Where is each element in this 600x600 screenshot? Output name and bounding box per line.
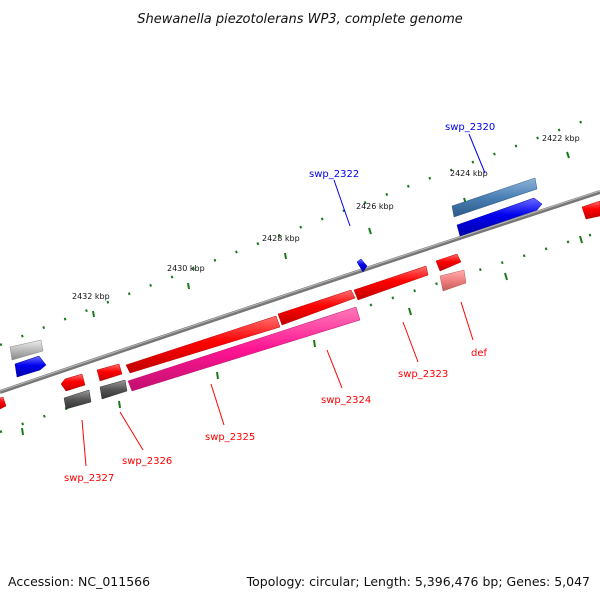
gene-def-forward[interactable]	[435, 253, 462, 272]
gene-right-edge-red[interactable]	[581, 200, 600, 220]
forward-strand-genes	[0, 177, 600, 410]
leader-swp-2322	[333, 179, 351, 227]
gene-swp-2326-gray[interactable]	[99, 379, 128, 400]
leader-def	[460, 301, 474, 341]
genome-backbone	[0, 190, 600, 394]
gene-label-swp-2326[interactable]: swp_2326	[122, 456, 172, 467]
tick-label: 2426 kbp	[356, 202, 394, 211]
gene-labels: swp_2320 swp_2322 def swp_2323 swp_2324 …	[64, 122, 495, 484]
major-tick	[368, 227, 372, 235]
major-tick	[21, 427, 24, 436]
genome-summary-text: Topology: circular; Length: 5,396,476 bp…	[246, 574, 590, 589]
inner-track-genes	[63, 269, 467, 410]
major-tick	[504, 272, 508, 281]
gene-swp-2320-blue[interactable]	[456, 197, 543, 237]
gene-def-salmon[interactable]	[439, 269, 467, 292]
map-title: Shewanella piezotolerans WP3, complete g…	[137, 12, 463, 27]
inner-tick-track	[0, 230, 600, 436]
major-tick	[313, 339, 316, 348]
gene-label-swp-2320[interactable]: swp_2320	[445, 122, 495, 133]
tick-label: 2432 kbp	[72, 292, 110, 301]
leader-swp-2325	[210, 383, 225, 426]
major-tick	[284, 252, 287, 260]
outer-tick-track	[0, 113, 600, 347]
gene-swp-2324-forward[interactable]	[277, 289, 356, 326]
genome-backbone-highlight	[0, 190, 600, 392]
gene-label-swp-2327[interactable]: swp_2327	[64, 473, 114, 484]
gene-left-edge-red[interactable]	[0, 396, 7, 410]
leader-swp-2320	[468, 133, 486, 174]
major-tick	[187, 282, 190, 290]
major-tick	[566, 151, 570, 159]
major-tick	[579, 235, 583, 244]
leader-swp-2327	[81, 419, 87, 467]
gene-left-blue[interactable]	[14, 355, 47, 378]
tick-label: 2422 kbp	[542, 134, 580, 143]
leader-swp-2324	[326, 349, 343, 389]
gene-swp-2322[interactable]	[356, 258, 368, 273]
tick-label: 2424 kbp	[450, 169, 488, 178]
major-tick	[216, 371, 219, 380]
gene-swp-2323[interactable]	[353, 265, 429, 301]
gene-label-swp-2322[interactable]: swp_2322	[309, 169, 359, 180]
tick-label: 2430 kbp	[167, 264, 205, 273]
label-leaders	[81, 133, 486, 467]
gene-label-swp-2324[interactable]: swp_2324	[321, 395, 371, 406]
gene-swp-2326-forward[interactable]	[96, 363, 123, 382]
gene-swp-2327-gray[interactable]	[63, 389, 92, 410]
major-tick	[118, 400, 121, 409]
outer-minor-ticks	[0, 113, 600, 347]
major-tick	[408, 307, 412, 316]
leader-swp-2326	[119, 411, 144, 451]
gene-label-def[interactable]: def	[471, 348, 488, 359]
gene-swp-2324-magenta[interactable]	[127, 306, 361, 392]
gene-label-swp-2325[interactable]: swp_2325	[205, 432, 255, 443]
gene-label-swp-2323[interactable]: swp_2323	[398, 369, 448, 380]
gene-swp-2327-forward[interactable]	[60, 373, 86, 392]
major-tick	[92, 310, 95, 318]
accession-text: Accession: NC_011566	[8, 574, 150, 589]
inner-major-ticks	[21, 235, 583, 436]
tick-label: 2428 kbp	[262, 234, 300, 243]
gene-swp-2325-forward[interactable]	[125, 315, 281, 374]
gene-left-gray[interactable]	[9, 339, 44, 361]
leader-swp-2323	[402, 321, 419, 363]
gene-swp-2320-steel[interactable]	[451, 177, 538, 218]
